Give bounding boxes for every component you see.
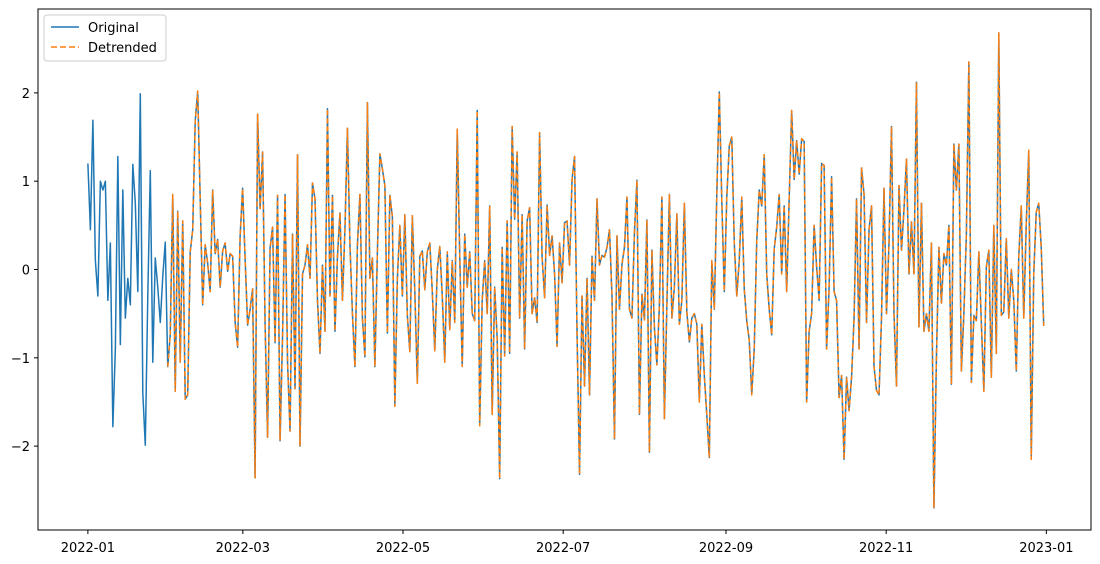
- y-tick-label: −2: [11, 440, 30, 455]
- series-line-detrended: [167, 32, 1045, 509]
- plot-frame: [37, 8, 1092, 531]
- y-tick-label: 0: [22, 264, 30, 279]
- y-tick-label: 1: [22, 175, 30, 190]
- y-tick-label: −1: [11, 352, 30, 367]
- axis-layer: 2022-01 2022-03 2022-05 2022-07 2022-09 2022-…: [11, 87, 1074, 556]
- x-tick-label: 2022-03: [216, 541, 270, 556]
- legend-label-detrended: Detrended: [88, 41, 157, 56]
- x-tick-label: 2022-01: [61, 541, 115, 556]
- series-layer: [87, 32, 1045, 509]
- y-tick-label: 2: [22, 87, 30, 102]
- x-tick-label: 2022-05: [376, 541, 430, 556]
- x-tick-label: 2022-07: [536, 541, 590, 556]
- series-line-original: [87, 32, 1045, 509]
- x-tick-label: 2022-11: [859, 541, 913, 556]
- legend-label-original: Original: [88, 21, 139, 36]
- x-tick-label: 2023-01: [1019, 541, 1073, 556]
- x-tick-label: 2022-09: [699, 541, 753, 556]
- legend: Original Detrended: [43, 14, 167, 62]
